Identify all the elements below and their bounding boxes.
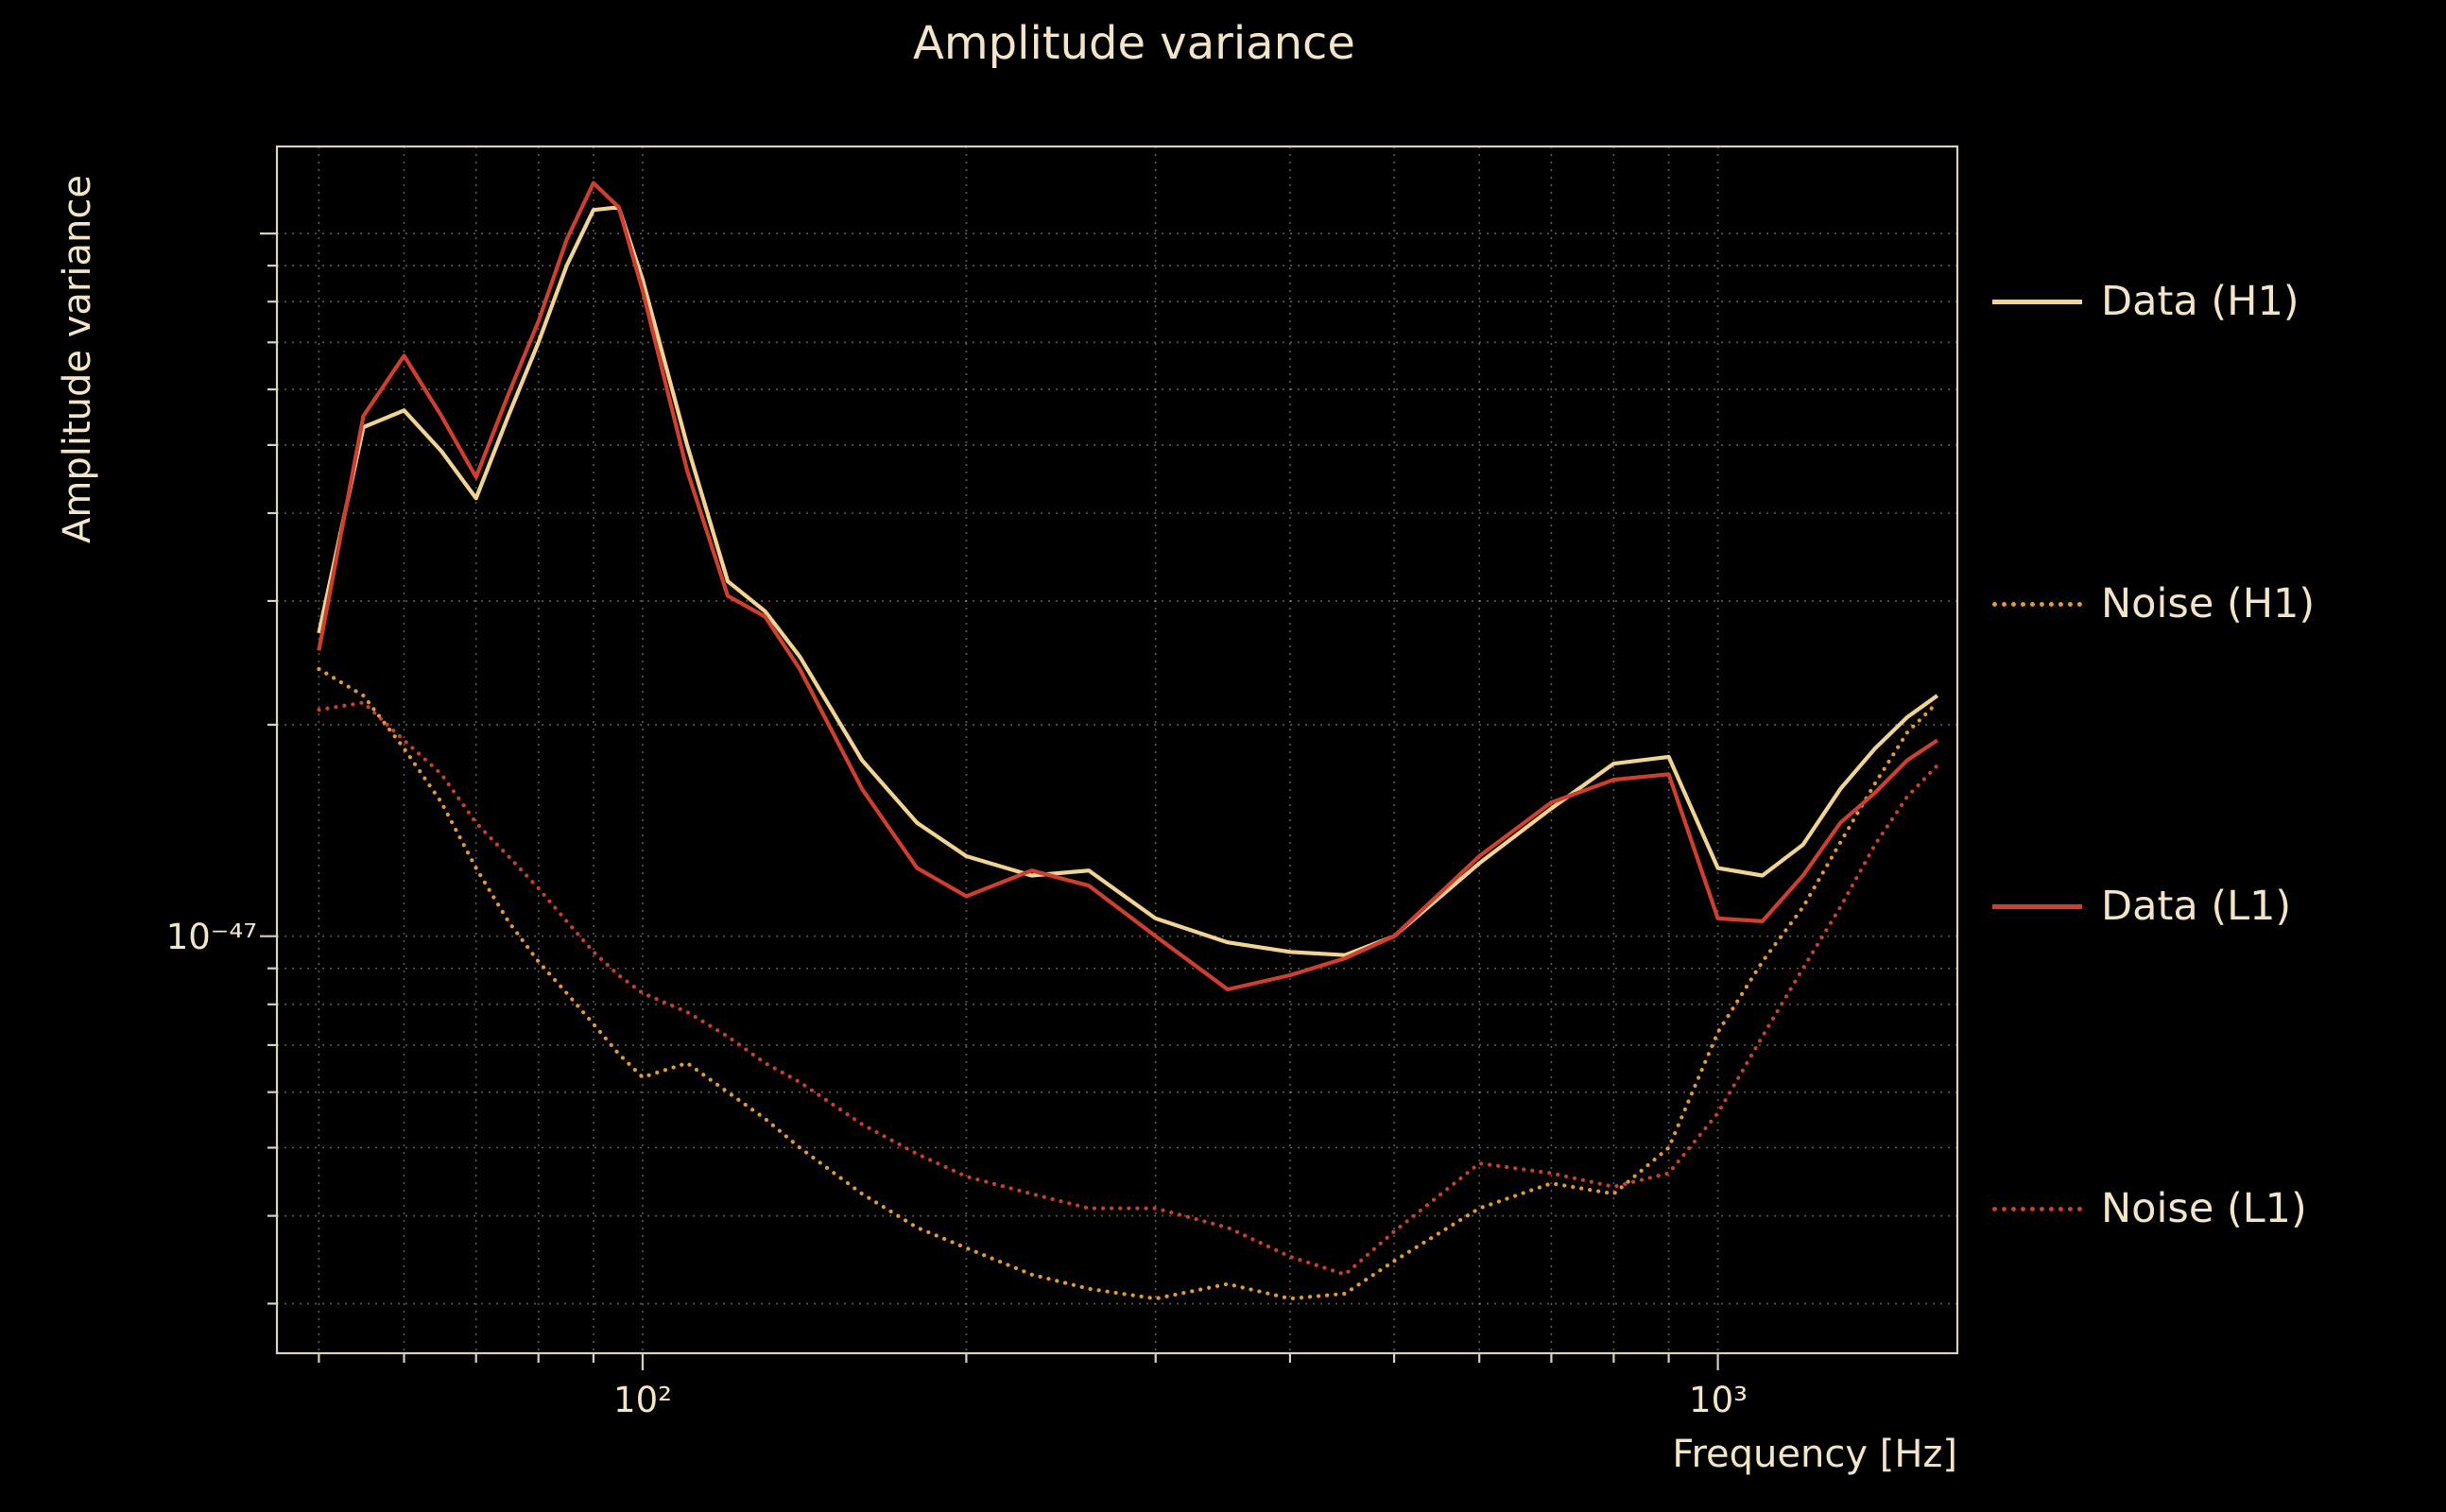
legend-item-data-l1: Data (L1) — [1992, 884, 2315, 929]
legend-label-data-h1: Data (H1) — [2101, 278, 2300, 325]
grid-lines — [277, 146, 1957, 1353]
legend-label-noise-l1: Noise (L1) — [2101, 1185, 2307, 1232]
y-axis-label: Amplitude variance — [56, 175, 99, 543]
legend-line-sample-data-h1 — [1992, 299, 2082, 304]
legend-line-sample-noise-h1 — [1992, 601, 2082, 607]
legend-line-sample-data-l1 — [1992, 903, 2082, 909]
legend-label-noise-h1: Noise (H1) — [2101, 580, 2316, 627]
legend-item-data-h1: Data (H1) — [1992, 279, 2315, 324]
data-series-lines — [317, 180, 1939, 1301]
x-tick-label-1000: 10³ — [1689, 1380, 1748, 1420]
x-tick-label-100: 10² — [613, 1380, 672, 1420]
axis-ticks — [260, 232, 1719, 1370]
y-tick-label-1e-47: 10⁻⁴⁷ — [166, 917, 257, 957]
legend-item-noise-h1: Noise (H1) — [1992, 581, 2315, 627]
chart-title: Amplitude variance — [913, 17, 1355, 70]
legend-label-data-l1: Data (L1) — [2101, 883, 2292, 930]
legend-item-noise-l1: Noise (L1) — [1992, 1186, 2315, 1231]
x-axis-label: Frequency [Hz] — [1672, 1433, 1957, 1476]
plot-frame — [275, 145, 1959, 1355]
legend-line-sample-noise-l1 — [1992, 1206, 2082, 1211]
legend: Data (H1) Noise (H1) Data (L1) Noise (L1) — [1992, 279, 2315, 1231]
